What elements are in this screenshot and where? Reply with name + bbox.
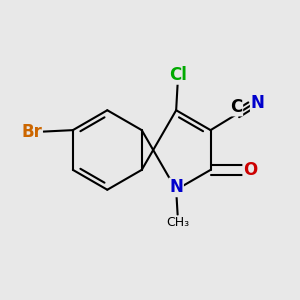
Text: N: N [169,178,183,196]
Text: Cl: Cl [169,66,187,84]
Text: Br: Br [21,123,42,141]
Text: O: O [243,161,257,179]
Text: N: N [251,94,265,112]
Text: CH₃: CH₃ [166,216,189,229]
Text: C: C [230,98,242,116]
